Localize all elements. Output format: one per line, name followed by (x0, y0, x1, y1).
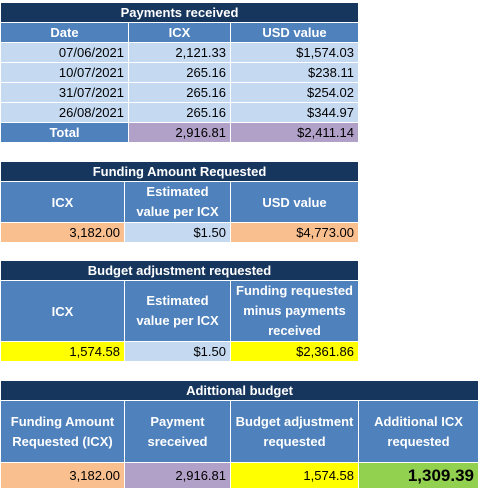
payment-icx: 265.16 (128, 102, 231, 123)
table-row: 07/06/2021 2,121.33 $1,574.03 (0, 42, 359, 63)
payments-header-icx: ICX (128, 22, 231, 43)
funding-table: Funding Amount Requested ICX Estimated v… (0, 161, 360, 243)
additional-header-funding-requested: Funding Amount Requested (ICX) (0, 400, 125, 463)
payment-date: 10/07/2021 (0, 62, 129, 83)
total-usd: $2,411.14 (230, 122, 359, 143)
payment-usd: $254.02 (230, 82, 359, 103)
additional-icx-value: 1,309.39 (358, 462, 479, 489)
budget-price-value: $1.50 (124, 341, 231, 362)
payment-usd: $1,574.03 (230, 42, 359, 63)
additional-header-budget-adjustment: Budget adjustment requested (230, 400, 359, 463)
payment-usd: $238.11 (230, 62, 359, 83)
additional-header-payments-received: Payment sreceived (124, 400, 231, 463)
payments-header-date: Date (0, 22, 129, 43)
payments-title: Payments received (0, 2, 359, 23)
table-row: 26/08/2021 265.16 $344.97 (0, 102, 359, 123)
funding-icx-value: 3,182.00 (0, 222, 125, 243)
budget-adjustment-title: Budget adjustment requested (0, 260, 359, 281)
budget-header-icx: ICX (0, 280, 125, 342)
total-icx: 2,916.81 (128, 122, 231, 143)
total-label: Total (0, 122, 129, 143)
additional-budget-adjustment-value: 1,574.58 (230, 462, 359, 489)
additional-budget-title: Adittional budget (0, 380, 479, 401)
additional-funding-value: 3,182.00 (0, 462, 125, 489)
payment-icx: 265.16 (128, 62, 231, 83)
total-row: Total 2,916.81 $2,411.14 (0, 122, 359, 143)
payment-icx: 2,121.33 (128, 42, 231, 63)
funding-header-value-per-icx: Estimated value per ICX (124, 181, 231, 223)
funding-header-usd: USD value (229, 181, 360, 223)
funding-title: Funding Amount Requested (0, 161, 360, 182)
table-row: 10/07/2021 265.16 $238.11 (0, 62, 359, 83)
payment-date: 26/08/2021 (0, 102, 129, 123)
payments-table: Payments received Date ICX USD value 07/… (0, 2, 359, 143)
funding-header-icx: ICX (0, 181, 125, 223)
table-row: 31/07/2021 265.16 $254.02 (0, 82, 359, 103)
budget-usd-value: $2,361.86 (230, 341, 359, 362)
payment-date: 07/06/2021 (0, 42, 129, 63)
additional-payments-value: 2,916.81 (124, 462, 231, 489)
additional-budget-table: Adittional budget Funding Amount Request… (0, 380, 479, 489)
payments-header-usd: USD value (230, 22, 359, 43)
funding-price-value: $1.50 (124, 222, 231, 243)
budget-icx-value: 1,574.58 (0, 341, 125, 362)
payment-date: 31/07/2021 (0, 82, 129, 103)
additional-header-additional-icx: Additional ICX requested (358, 400, 479, 463)
payment-icx: 265.16 (128, 82, 231, 103)
funding-usd-value: $4,773.00 (229, 222, 360, 243)
budget-header-funding-minus-payments: Funding requested minus payments receive… (230, 280, 359, 342)
budget-adjustment-table: Budget adjustment requested ICX Estimate… (0, 260, 359, 362)
payment-usd: $344.97 (230, 102, 359, 123)
budget-header-value-per-icx: Estimated value per ICX (124, 280, 231, 342)
